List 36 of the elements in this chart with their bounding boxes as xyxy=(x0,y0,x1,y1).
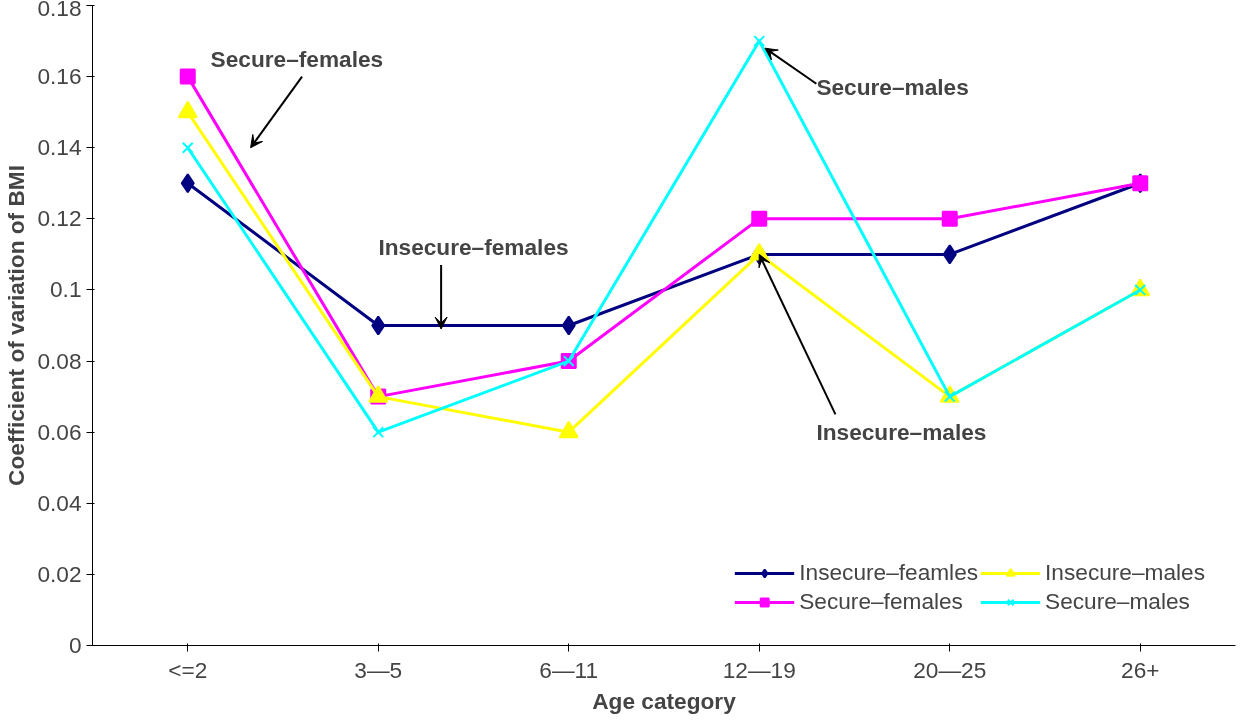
x-tick-label: 3—5 xyxy=(354,656,403,683)
y-tick-label: 0.12 xyxy=(37,205,82,232)
annotation: Secure–females xyxy=(210,45,384,72)
y-tick-label: 0.06 xyxy=(37,418,82,445)
y-tick-label: 0.08 xyxy=(37,347,82,374)
y-tick-label: 0.14 xyxy=(37,134,82,161)
point xyxy=(372,426,385,439)
legend-label: Insecure–males xyxy=(1045,559,1205,586)
y-axis-title: Coefficient of variation of BMI xyxy=(3,165,30,486)
point xyxy=(942,244,957,265)
point xyxy=(181,141,194,154)
legend-label: Insecure–feamles xyxy=(799,559,979,586)
x-tick-label: <=2 xyxy=(168,656,208,683)
point xyxy=(561,315,576,336)
legend-label: Secure–females xyxy=(799,588,963,615)
y-tick-label: 0.18 xyxy=(37,0,82,21)
point xyxy=(751,210,768,227)
point xyxy=(753,35,766,48)
x-axis-title: Age category xyxy=(592,687,737,714)
y-tick-label: 0 xyxy=(68,632,82,658)
point xyxy=(371,315,386,336)
annotation: Secure–males xyxy=(816,74,969,101)
y-tick-label: 0.04 xyxy=(37,489,82,516)
x-tick-label: 26+ xyxy=(1121,656,1160,683)
x-tick-label: 12—19 xyxy=(722,656,796,683)
point xyxy=(941,210,958,227)
y-tick-label: 0.16 xyxy=(37,63,82,90)
y-tick-label: 0.02 xyxy=(37,560,82,587)
point xyxy=(180,173,195,194)
annotation: Insecure–males xyxy=(816,419,987,446)
legend-label: Secure–males xyxy=(1045,588,1190,615)
y-tick-label: 0.1 xyxy=(50,276,82,303)
annotation: Insecure–females xyxy=(378,234,569,261)
point xyxy=(179,68,196,85)
x-tick-label: 20—25 xyxy=(913,656,987,683)
x-tick-label: 6—11 xyxy=(539,656,599,683)
